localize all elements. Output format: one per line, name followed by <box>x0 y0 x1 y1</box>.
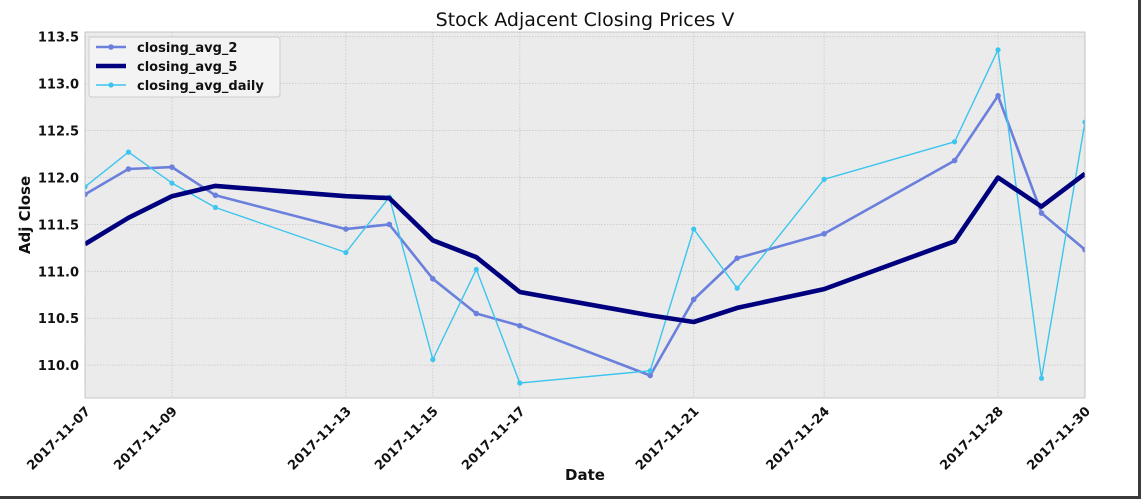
legend: closing_avg_2 closing_avg_5 closing_avg_da… <box>88 36 281 98</box>
data-point-closing_avg_2 <box>1038 210 1045 216</box>
series-closing_avg_2 <box>85 93 1085 379</box>
series-line-closing_avg_5 <box>85 171 1085 325</box>
x-axis-label: Date <box>565 466 605 484</box>
y-tick-label: 111.0 <box>38 265 79 280</box>
data-point-closing_avg_daily <box>1082 119 1085 125</box>
legend-label: closing_avg_5 <box>137 60 237 75</box>
x-tick-label: 2017-11-13 <box>285 404 354 473</box>
x-tick-label: 2017-11-09 <box>111 404 180 473</box>
chart-title: Stock Adjacent Closing Prices V <box>436 9 735 31</box>
data-point-closing_avg_2 <box>647 372 654 379</box>
data-point-closing_avg_daily <box>691 226 697 232</box>
legend-label: closing_avg_daily <box>137 79 264 94</box>
y-axis-label: Adj Close <box>16 176 34 254</box>
data-point-closing_avg_2 <box>1082 246 1085 253</box>
data-point-closing_avg_2 <box>734 255 740 261</box>
legend-marker <box>108 82 114 88</box>
data-point-closing_avg_daily <box>125 149 132 155</box>
plot-border <box>84 31 1086 399</box>
data-point-closing_avg_2 <box>212 192 219 199</box>
x-tick-label: 2017-11-07 <box>24 404 93 473</box>
y-tick-label: 111.5 <box>38 218 79 233</box>
x-tick-label: 2017-11-24 <box>764 404 833 473</box>
y-tick-label: 110.0 <box>38 359 79 374</box>
legend-item-closing_avg_daily: closing_avg_daily <box>96 79 264 94</box>
x-tick-label: 2017-11-17 <box>459 404 528 473</box>
data-point-closing_avg_2 <box>430 276 436 282</box>
y-tick-label: 113.5 <box>38 31 79 46</box>
data-point-closing_avg_daily <box>85 184 88 190</box>
data-point-closing_avg_2 <box>169 164 175 170</box>
legend-item-closing_avg_5: closing_avg_5 <box>96 60 237 75</box>
data-point-closing_avg_daily <box>430 356 436 363</box>
series-closing_avg_daily <box>85 47 1085 386</box>
series-lines <box>85 47 1085 386</box>
y-tick-label: 113.0 <box>38 78 79 93</box>
data-point-closing_avg_daily <box>995 47 1001 53</box>
data-point-closing_avg_daily <box>734 285 740 291</box>
data-point-closing_avg_daily <box>821 176 827 182</box>
data-point-closing_avg_2 <box>85 191 88 198</box>
legend-item-closing_avg_2: closing_avg_2 <box>96 41 237 56</box>
data-point-closing_avg_daily <box>473 266 479 273</box>
x-tick-label: 2017-11-15 <box>372 404 441 473</box>
y-tick-label: 112.5 <box>38 125 79 140</box>
series-closing_avg_5 <box>85 171 1085 325</box>
data-point-closing_avg_daily <box>1038 375 1045 381</box>
data-point-closing_avg_daily <box>343 249 349 256</box>
x-tick-label: 2017-11-28 <box>937 404 1006 473</box>
data-point-closing_avg_daily <box>647 368 653 374</box>
legend-box <box>88 36 281 98</box>
data-point-closing_avg_daily <box>517 380 523 386</box>
x-tick-label: 2017-11-21 <box>633 404 702 473</box>
y-tick-label: 110.5 <box>38 312 79 327</box>
data-point-closing_avg_2 <box>951 157 958 164</box>
data-point-closing_avg_daily <box>212 204 219 211</box>
data-point-closing_avg_daily <box>951 139 958 145</box>
data-point-closing_avg_2 <box>386 221 393 228</box>
legend-label: closing_avg_2 <box>137 41 237 56</box>
data-point-closing_avg_daily <box>169 180 175 186</box>
legend-marker <box>108 44 114 50</box>
data-point-closing_avg_2 <box>690 296 697 303</box>
data-point-closing_avg_2 <box>995 93 1001 99</box>
data-point-closing_avg_2 <box>516 322 523 329</box>
y-tick-label: 112.0 <box>38 171 79 186</box>
data-point-closing_avg_2 <box>821 230 827 237</box>
data-point-closing_avg_2 <box>125 166 132 172</box>
data-point-closing_avg_2 <box>343 226 349 232</box>
data-point-closing_avg_2 <box>473 310 480 317</box>
x-tick-label: 2017-11-30 <box>1024 404 1093 473</box>
